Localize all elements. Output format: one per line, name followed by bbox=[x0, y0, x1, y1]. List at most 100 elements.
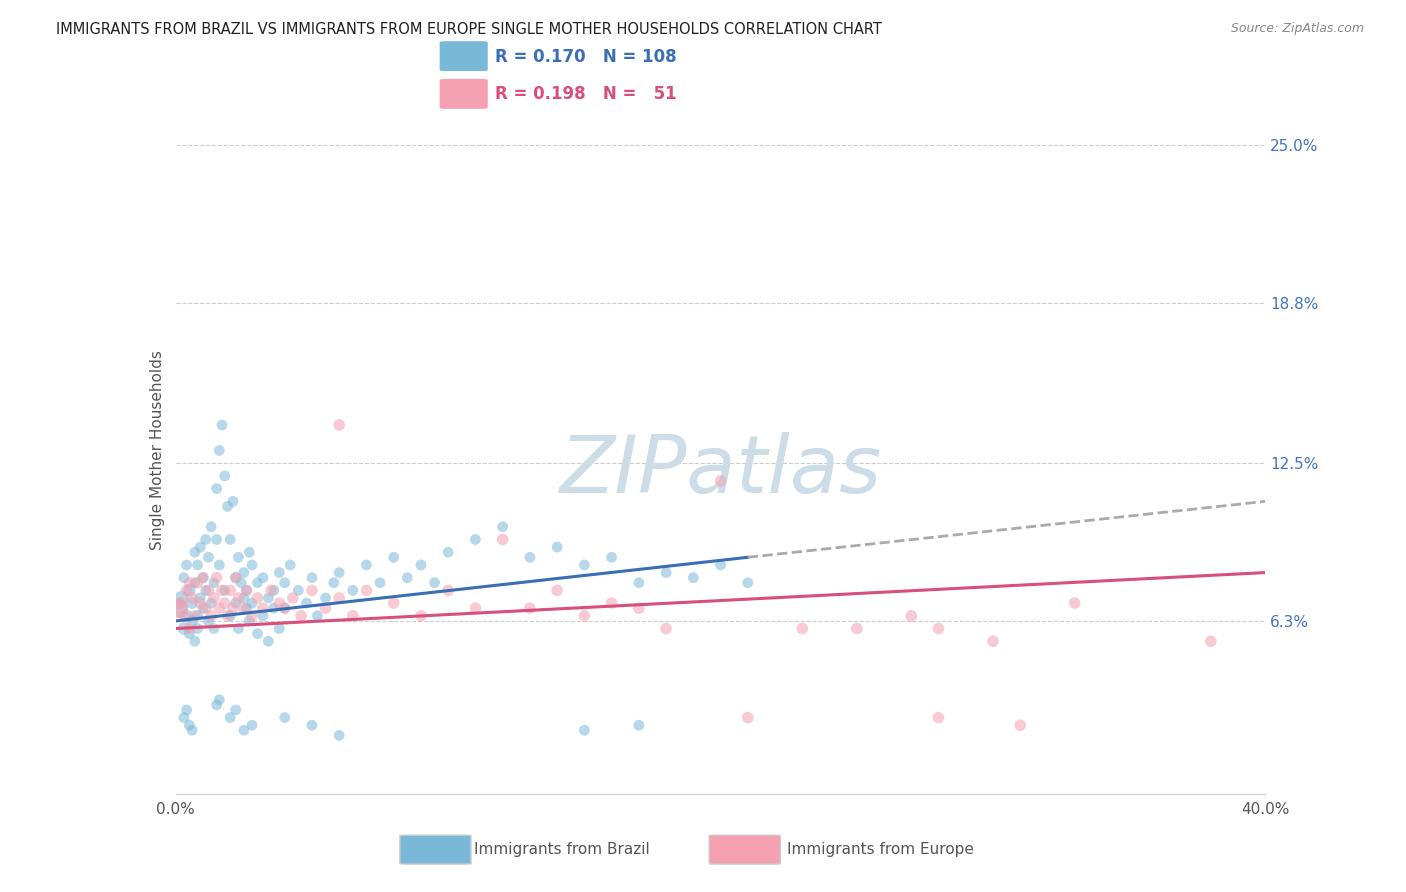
Point bbox=[737, 710, 759, 724]
Point bbox=[202, 575, 225, 590]
Point bbox=[184, 608, 207, 623]
Point bbox=[202, 591, 225, 605]
Point bbox=[546, 540, 568, 554]
Point bbox=[217, 608, 239, 623]
Point bbox=[197, 550, 219, 565]
Point bbox=[382, 596, 405, 610]
Point bbox=[184, 575, 207, 590]
Point bbox=[205, 533, 228, 547]
Point bbox=[225, 571, 247, 585]
Point bbox=[792, 622, 814, 636]
Point bbox=[274, 601, 297, 615]
Point bbox=[184, 545, 207, 559]
Point bbox=[214, 469, 236, 483]
Point bbox=[232, 723, 254, 738]
Point bbox=[423, 575, 446, 590]
Point bbox=[238, 545, 260, 559]
FancyBboxPatch shape bbox=[439, 78, 488, 110]
Point bbox=[328, 566, 350, 580]
Point bbox=[225, 703, 247, 717]
Point bbox=[219, 533, 242, 547]
Point bbox=[928, 622, 950, 636]
Point bbox=[342, 608, 364, 623]
Point bbox=[205, 482, 228, 496]
Point bbox=[845, 622, 868, 636]
Point bbox=[225, 596, 247, 610]
Point bbox=[176, 608, 198, 623]
Point bbox=[257, 634, 280, 648]
Point bbox=[167, 601, 190, 615]
Point bbox=[173, 608, 195, 623]
Point bbox=[235, 583, 257, 598]
Point bbox=[307, 608, 329, 623]
Point bbox=[928, 710, 950, 724]
Point bbox=[627, 575, 650, 590]
Point bbox=[246, 626, 269, 640]
Point bbox=[186, 608, 209, 623]
Point bbox=[228, 591, 250, 605]
Point bbox=[382, 550, 405, 565]
Point bbox=[232, 566, 254, 580]
Point bbox=[181, 596, 204, 610]
Point bbox=[176, 703, 198, 717]
Point bbox=[574, 723, 596, 738]
Point bbox=[170, 591, 193, 605]
Point bbox=[464, 533, 486, 547]
FancyBboxPatch shape bbox=[439, 40, 488, 72]
Point bbox=[409, 558, 432, 572]
Point bbox=[186, 575, 209, 590]
Text: Immigrants from Europe: Immigrants from Europe bbox=[786, 842, 973, 857]
Point bbox=[1063, 596, 1085, 610]
Point bbox=[225, 571, 247, 585]
Point bbox=[197, 614, 219, 628]
Point bbox=[228, 622, 250, 636]
FancyBboxPatch shape bbox=[709, 835, 780, 864]
Point bbox=[228, 550, 250, 565]
Point bbox=[295, 596, 318, 610]
Point bbox=[342, 583, 364, 598]
Point bbox=[519, 601, 541, 615]
Point bbox=[627, 601, 650, 615]
Text: Source: ZipAtlas.com: Source: ZipAtlas.com bbox=[1230, 22, 1364, 36]
Point bbox=[356, 583, 378, 598]
Point bbox=[263, 601, 285, 615]
Point bbox=[173, 622, 195, 636]
Point bbox=[252, 571, 274, 585]
Point bbox=[214, 596, 236, 610]
Point bbox=[328, 728, 350, 742]
Point bbox=[208, 692, 231, 706]
Point bbox=[191, 571, 214, 585]
Point bbox=[200, 520, 222, 534]
Text: ZIPatlas: ZIPatlas bbox=[560, 432, 882, 510]
Point bbox=[492, 533, 515, 547]
Point bbox=[737, 575, 759, 590]
Point bbox=[600, 596, 623, 610]
Point bbox=[222, 601, 245, 615]
Point bbox=[181, 723, 204, 738]
Text: R = 0.170   N = 108: R = 0.170 N = 108 bbox=[495, 47, 676, 65]
Point bbox=[574, 558, 596, 572]
Point bbox=[263, 583, 285, 598]
Point bbox=[179, 622, 201, 636]
Point bbox=[328, 591, 350, 605]
Point bbox=[246, 591, 269, 605]
Point bbox=[219, 710, 242, 724]
Point bbox=[214, 583, 236, 598]
Point bbox=[219, 608, 242, 623]
Point bbox=[322, 575, 344, 590]
Point bbox=[231, 575, 253, 590]
Point bbox=[269, 622, 291, 636]
Point bbox=[1199, 634, 1222, 648]
Point bbox=[301, 718, 323, 732]
Point bbox=[176, 583, 198, 598]
Point bbox=[278, 558, 301, 572]
Point bbox=[179, 626, 201, 640]
Point bbox=[301, 571, 323, 585]
Point bbox=[188, 540, 211, 554]
Point bbox=[194, 601, 217, 615]
Point bbox=[200, 596, 222, 610]
Point bbox=[188, 596, 211, 610]
Point bbox=[184, 634, 207, 648]
Point bbox=[492, 520, 515, 534]
Point bbox=[238, 614, 260, 628]
